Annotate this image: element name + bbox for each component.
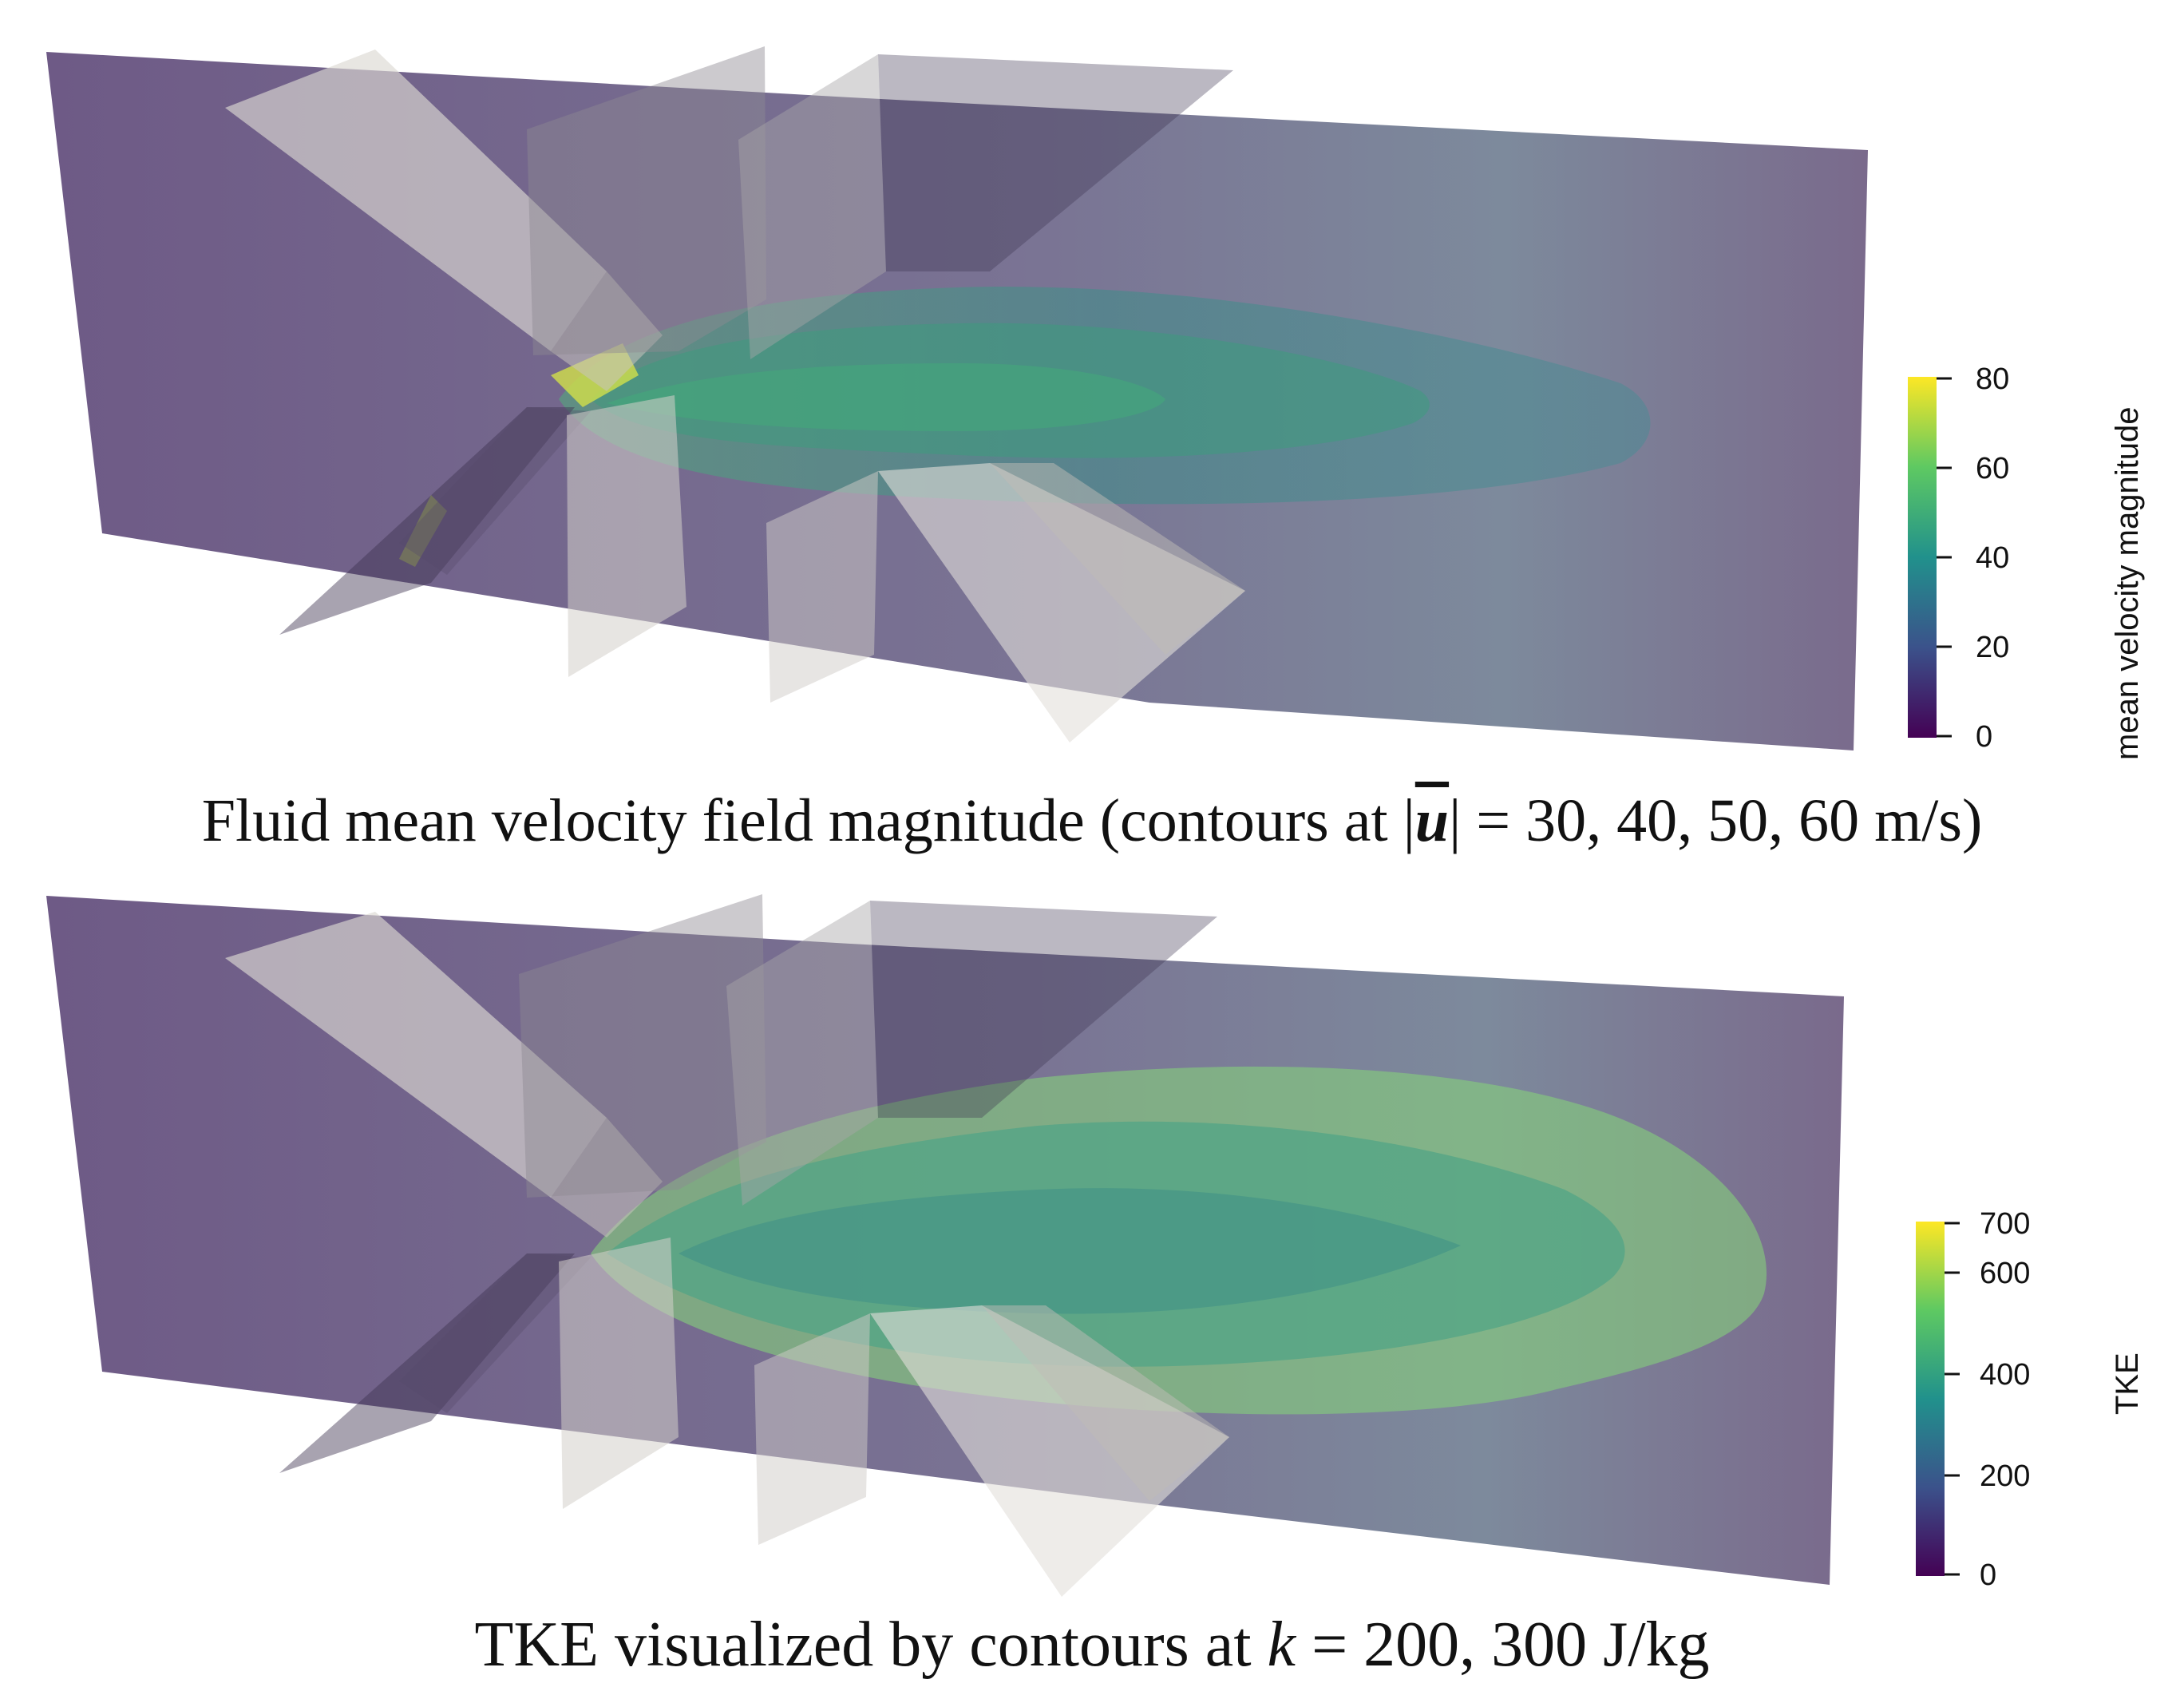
swirler-blades: [225, 894, 1229, 1597]
colorbar-title: TKE: [2110, 1352, 2145, 1415]
velocity-panel: 80 60 40 20 0 mean velocity magnitude Fl…: [0, 46, 2184, 856]
velocity-colorbar: 80 60 40 20 0 mean velocity magnitude: [1908, 362, 2145, 760]
caption-suffix: | = 30, 40, 50, 60 m/s): [1449, 787, 1983, 854]
colorbar-gradient: [1908, 377, 1937, 738]
caption-symbol: k: [1267, 1610, 1296, 1680]
velocity-contours: [399, 287, 1651, 567]
tke-panel: 700 600 400 200 0 TKE TKE visualized by …: [0, 878, 2184, 1699]
colorbar-tick: 0: [1980, 1558, 1996, 1592]
caption-symbol: u: [1414, 787, 1450, 854]
colorbar-tick: 80: [1976, 362, 2009, 396]
velocity-render: 80 60 40 20 0 mean velocity magnitude: [46, 46, 2145, 760]
colorbar-tick: 20: [1976, 631, 2009, 664]
velocity-caption: Fluid mean velocity field magnitude (con…: [0, 786, 2184, 856]
swirler-blades: [225, 46, 1245, 743]
tke-caption: TKE visualized by contours at k = 200, 3…: [0, 1609, 2184, 1681]
caption-suffix: = 200, 300 J/kg: [1296, 1610, 1710, 1680]
caption-prefix: Fluid mean velocity field magnitude (con…: [201, 787, 1415, 854]
colorbar-tick: 600: [1980, 1257, 2030, 1290]
colorbar-gradient: [1916, 1222, 1945, 1576]
tke-render: 700 600 400 200 0 TKE: [46, 894, 2145, 1597]
tke-colorbar: 700 600 400 200 0 TKE: [1916, 1207, 2145, 1592]
colorbar-tick: 60: [1976, 452, 2009, 485]
colorbar-tick: 400: [1980, 1358, 2030, 1392]
caption-prefix: TKE visualized by contours at: [474, 1610, 1268, 1680]
colorbar-tick: 0: [1976, 720, 1992, 754]
colorbar-title: mean velocity magnitude: [2110, 407, 2145, 760]
colorbar-tick: 700: [1980, 1207, 2030, 1241]
colorbar-tick: 40: [1976, 541, 2009, 575]
colorbar-tick: 200: [1980, 1459, 2030, 1493]
